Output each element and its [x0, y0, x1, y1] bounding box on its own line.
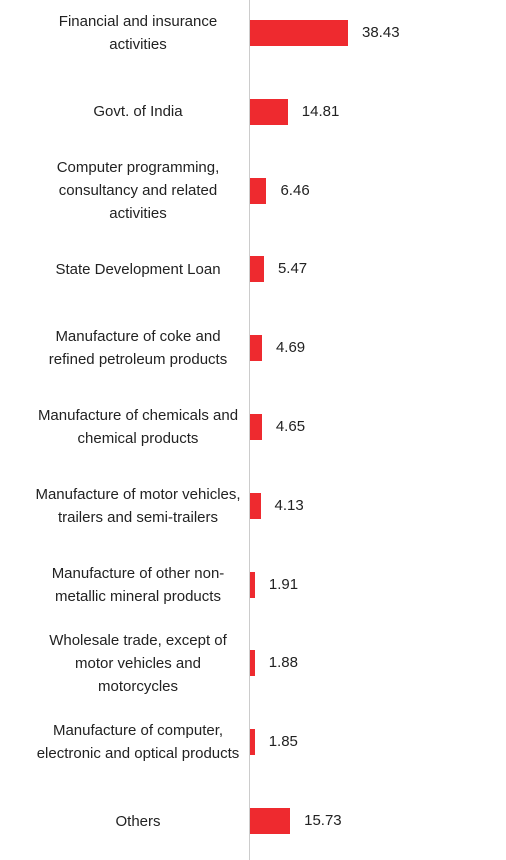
bar: [250, 414, 262, 440]
bar: [250, 571, 255, 598]
value-label: 38.43: [362, 24, 400, 41]
category-label: Manufacture of coke and refined petroleu…: [48, 328, 228, 369]
category-axis-line: [249, 0, 250, 860]
bar: [250, 256, 264, 283]
value-label: 1.85: [268, 733, 298, 751]
category-label: Manufacture of computer, electronic and …: [36, 722, 240, 763]
category-label: Financial and insurance activities: [58, 13, 218, 53]
category-label: Others: [115, 812, 161, 830]
category-label: Wholesale trade, except of motor vehicle…: [49, 631, 227, 695]
category-label: Manufacture of other non-metallic minera…: [51, 564, 225, 605]
value-label: 6.46: [280, 181, 310, 199]
category-label: Govt. of India: [93, 103, 183, 121]
bar: [250, 335, 262, 362]
bar: [250, 729, 255, 756]
bar: [250, 650, 255, 677]
category-label: Manufacture of chemicals and chemical pr…: [37, 407, 239, 447]
value-label: 5.47: [277, 260, 308, 278]
bar: [250, 20, 348, 46]
bar: [250, 808, 291, 834]
value-label: 14.81: [301, 102, 340, 120]
category-label: Computer programming, consultancy and re…: [56, 159, 220, 223]
value-label: 1.91: [268, 575, 299, 593]
bar: [250, 177, 267, 204]
value-label: 4.65: [275, 418, 306, 435]
value-label: 4.13: [274, 496, 304, 514]
value-label: 1.88: [268, 654, 298, 672]
bar: [250, 98, 288, 125]
value-label: 15.73: [304, 812, 342, 829]
category-label: Manufacture of motor vehicles, trailers …: [35, 485, 241, 526]
category-label: State Development Loan: [55, 260, 221, 278]
value-label: 4.69: [275, 339, 306, 357]
bar: [250, 492, 261, 519]
